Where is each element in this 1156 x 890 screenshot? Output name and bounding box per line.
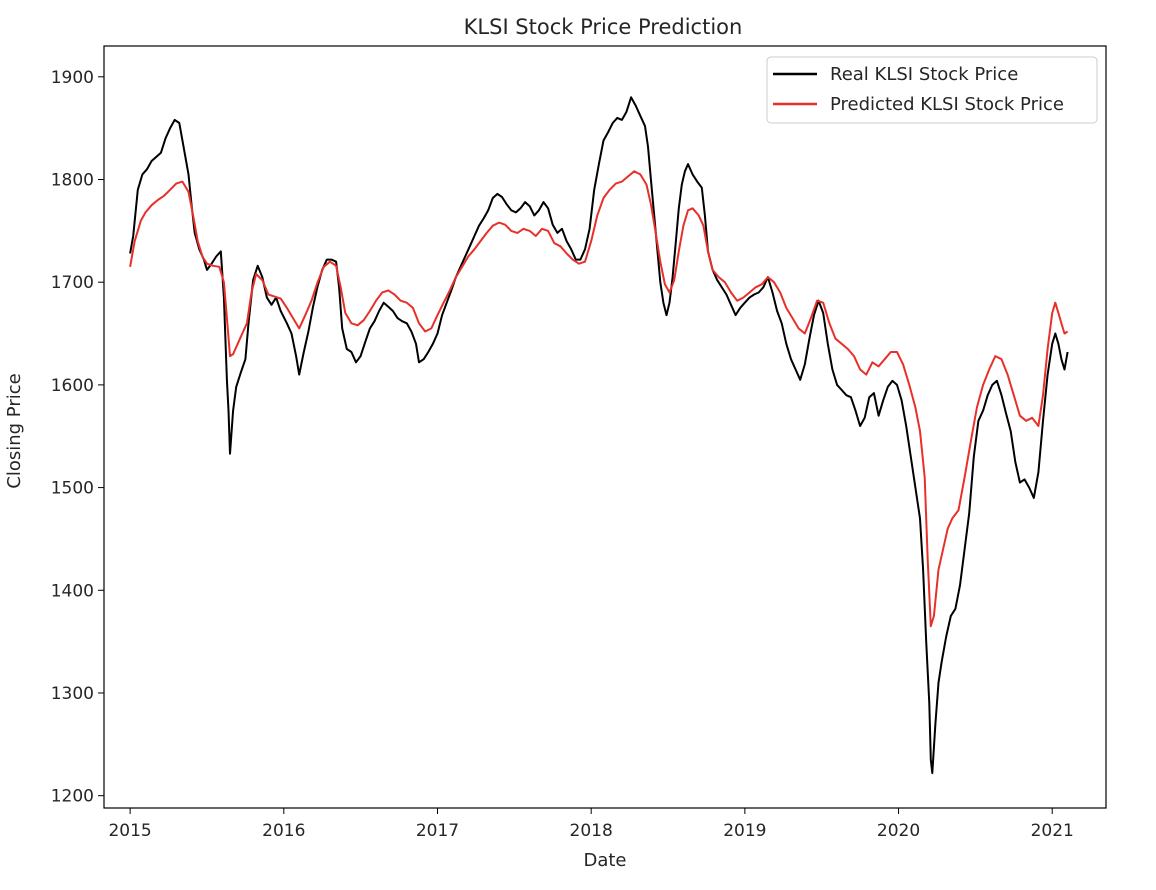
x-tick-label: 2016 (262, 821, 305, 841)
legend-label-real: Real KLSI Stock Price (830, 64, 1018, 85)
x-tick-label: 2018 (570, 821, 613, 841)
y-tick-label: 1500 (51, 479, 94, 499)
y-tick-label: 1900 (51, 68, 94, 88)
y-tick-label: 1200 (51, 787, 94, 807)
series-line-predicted (129, 170, 1069, 628)
x-axis: 2015 2016 2017 2018 2019 2020 2021 (108, 808, 1074, 841)
x-tick-label: 2021 (1031, 821, 1074, 841)
y-axis-label: Closing Price (4, 373, 25, 488)
x-tick-label: 2015 (108, 821, 151, 841)
legend: Real KLSI Stock Price Predicted KLSI Sto… (766, 56, 1098, 124)
y-tick-label: 1800 (51, 171, 94, 191)
plot-lines (129, 96, 1069, 775)
x-tick-label: 2019 (723, 821, 766, 841)
y-axis: 1200 1300 1400 1500 1600 1700 1800 1900 (51, 68, 104, 807)
y-tick-label: 1300 (51, 684, 94, 704)
y-tick-label: 1600 (51, 376, 94, 396)
x-tick-label: 2020 (877, 821, 920, 841)
x-tick-label: 2017 (416, 821, 459, 841)
y-tick-label: 1700 (51, 273, 94, 293)
legend-label-predicted: Predicted KLSI Stock Price (830, 94, 1064, 115)
plot-frame (103, 45, 1107, 809)
y-tick-label: 1400 (51, 581, 94, 601)
series-line-real (129, 96, 1069, 775)
chart-title: KLSI Stock Price Prediction (464, 15, 743, 39)
legend-box (766, 56, 1098, 124)
x-axis-label: Date (583, 850, 626, 871)
